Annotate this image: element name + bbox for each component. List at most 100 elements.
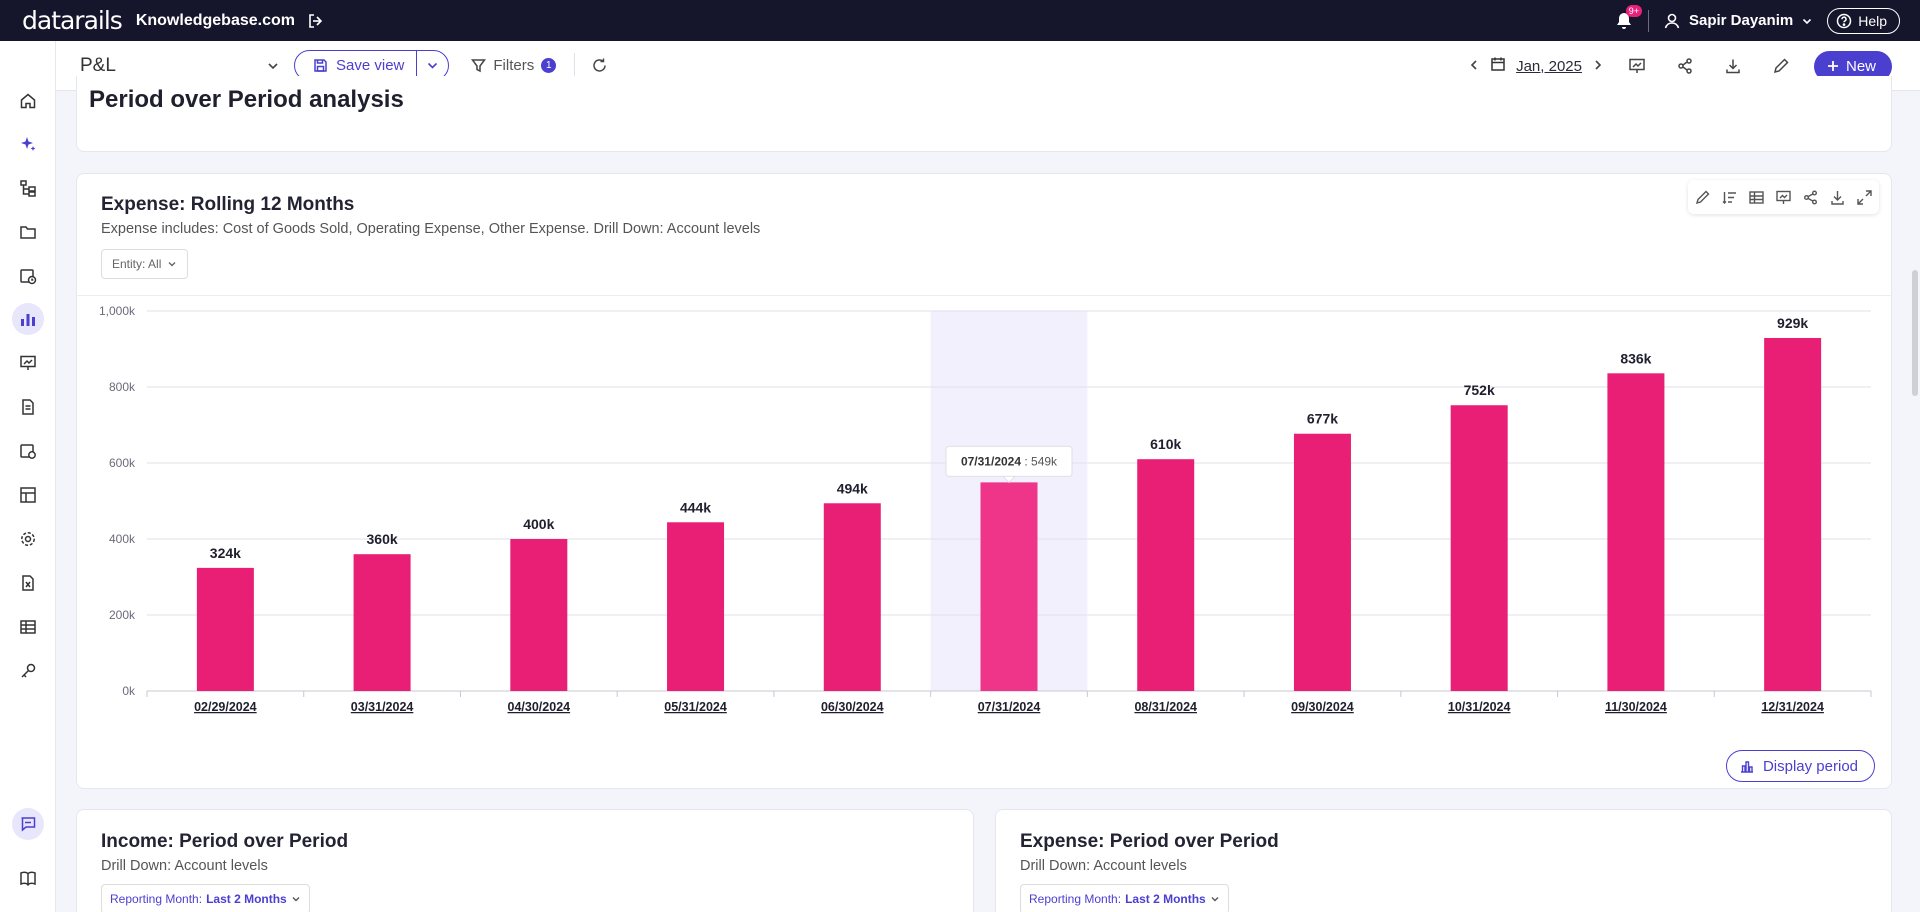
entity-filter-dropdown[interactable]: Entity: All [101,249,189,279]
chart-divider [77,295,1891,296]
plus-icon [1827,61,1838,71]
top-bar: datarails Knowledgebase.com 9+ Sapir Day… [0,0,1920,41]
x-tick-label[interactable]: 03/31/2024 [351,700,414,714]
spreadsheet-icon[interactable] [12,611,44,643]
view-selector[interactable]: P&L [80,55,280,77]
help-icon [1836,13,1852,28]
chevron-down-icon [268,62,278,69]
bar-value-label: 494k [837,480,868,496]
income-card-subtitle: Drill Down: Account levels [101,858,268,874]
expense-card-subtitle: Drill Down: Account levels [1020,858,1187,874]
key-icon[interactable] [12,655,44,687]
excel-file-icon[interactable] [12,567,44,599]
share-icon[interactable] [1802,189,1819,206]
bar[interactable] [510,539,568,691]
bar[interactable] [196,567,254,691]
table-layout-icon[interactable] [12,479,44,511]
help-button[interactable]: Help [1827,7,1900,34]
chat-support-icon[interactable] [12,808,44,840]
y-tick-label: 200k [109,608,136,622]
bar-value-label: 929k [1777,315,1808,331]
chart-actions-toolbar [1688,180,1879,214]
bar[interactable] [353,554,411,691]
expense-period-card: Expense: Period over Period Drill Down: … [995,809,1892,912]
bar[interactable] [667,522,725,691]
income-reporting-month-dropdown[interactable]: Reporting Month: Last 2 Months [101,884,310,912]
chevron-down-icon [1803,18,1812,24]
user-name: Sapir Dayanim [1688,12,1794,29]
save-icon [314,59,327,72]
bar[interactable] [1137,459,1195,691]
save-view-dropdown-button[interactable] [417,51,448,80]
chart-title: Expense: Rolling 12 Months [101,194,355,215]
knowledge-book-icon[interactable] [12,862,44,894]
toolbar-divider [574,52,576,79]
ai-sparkle-icon[interactable] [12,128,44,160]
presentation-icon[interactable] [12,347,44,379]
x-tick-label[interactable]: 09/30/2024 [1291,700,1354,714]
display-period-button[interactable]: Display period [1725,750,1875,782]
document-icon[interactable] [12,391,44,423]
share-icon[interactable] [1674,55,1696,77]
bar[interactable] [1450,405,1508,691]
expand-icon[interactable] [1856,189,1873,206]
next-period-chevron-icon[interactable] [1592,58,1604,75]
refresh-icon[interactable] [591,57,608,74]
notifications-badge: 9+ [1625,4,1642,17]
x-tick-label[interactable]: 05/31/2024 [664,700,727,714]
save-view-label: Save view [336,57,405,74]
home-icon[interactable] [12,85,44,117]
x-tick-label[interactable]: 04/30/2024 [508,700,571,714]
period-label[interactable]: Jan, 2025 [1516,57,1582,75]
reporting-month-prefix: Reporting Month: [1029,892,1122,906]
user-menu[interactable]: Sapir Dayanim [1663,12,1813,30]
bar[interactable] [1293,433,1351,691]
presentation-mode-icon[interactable] [1626,55,1648,77]
tooltip-value: : 549k [1021,454,1058,468]
expense-reporting-month-dropdown[interactable]: Reporting Month: Last 2 Months [1020,884,1229,912]
x-tick-label[interactable]: 02/29/2024 [194,700,257,714]
edit-pencil-icon[interactable] [1770,55,1792,77]
dashboards-chart-icon[interactable] [12,303,44,335]
section-header-card: Period over Period analysis [76,76,1892,152]
table-view-icon[interactable] [1748,189,1765,206]
bar[interactable] [1607,373,1665,691]
bar-value-label: 677k [1307,411,1338,427]
download-icon[interactable] [1829,189,1846,206]
previous-period-chevron-icon[interactable] [1468,58,1480,75]
presentation-icon[interactable] [1775,189,1792,206]
x-tick-label[interactable]: 06/30/2024 [821,700,884,714]
user-icon [1664,13,1680,28]
notifications-bell-icon[interactable]: 9+ [1614,4,1642,31]
expense-card-title: Expense: Period over Period [1020,831,1279,852]
x-tick-label[interactable]: 11/30/2024 [1605,700,1667,714]
bar[interactable] [823,503,881,691]
y-tick-label: 600k [109,456,136,470]
x-tick-label[interactable]: 12/31/2024 [1761,700,1824,714]
save-view-button[interactable]: Save view [295,51,418,80]
x-tick-label[interactable]: 10/31/2024 [1448,700,1511,714]
income-period-card: Income: Period over Period Drill Down: A… [76,809,974,912]
filters-button[interactable]: Filters 1 [471,57,557,74]
scheduled-report-icon[interactable] [12,260,44,292]
company-name: Knowledgebase.com [135,11,295,29]
y-tick-label: 1,000k [99,304,136,318]
income-card-title: Income: Period over Period [101,831,349,852]
x-tick-label[interactable]: 08/31/2024 [1134,700,1197,714]
bar-value-label: 400k [523,516,554,532]
sort-icon[interactable] [1721,189,1738,206]
bar[interactable] [1764,337,1822,691]
datarails-logo[interactable]: datarails [22,6,123,35]
page-scrollbar[interactable] [1912,270,1918,396]
x-tick-label[interactable]: 07/31/2024 [978,700,1041,714]
hierarchy-icon[interactable] [12,172,44,204]
edit-pencil-icon[interactable] [1694,189,1711,206]
download-icon[interactable] [1722,55,1744,77]
switch-company-icon[interactable] [307,12,325,30]
calendar-icon[interactable] [1490,56,1506,76]
bar[interactable] [980,482,1038,691]
topbar-divider [1647,9,1649,32]
settings-gear-icon[interactable] [12,523,44,555]
folder-icon[interactable] [12,216,44,248]
report-settings-icon[interactable] [12,435,44,467]
